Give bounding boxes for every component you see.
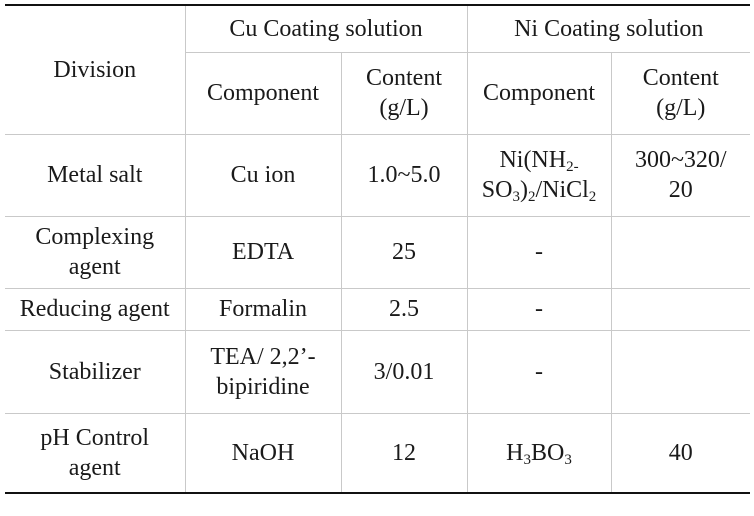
ni-component-cell: H3BO3 [466,413,612,494]
cu-component-text: NaOH [231,439,295,466]
division-text: agent [68,254,121,280]
division-text: pH Control [40,424,150,451]
division-text: Stabilizer [48,358,141,385]
coating-solution-table: Division Cu Coating solution Ni Coating … [5,4,751,494]
header-ni-coating-solution: Ni Coating solution [466,4,751,53]
formula-subscript: 3 [564,451,572,468]
header-content-label: Content [366,65,442,91]
formula-part: ) [519,177,528,203]
division-text: Reducing agent [19,296,170,322]
ni-component-cell: - [466,288,612,331]
cu-content-cell: 3/0.01 [340,330,468,414]
ni-salt-formula-line2: SO3)2/NiCl2 [470,175,609,205]
division-text: agent [68,454,121,481]
formula-part: /NiCl [535,177,589,203]
ni-component-cell: Ni(NH2- SO3)2/NiCl2 [466,134,612,217]
cu-component-text: TEA/ 2,2’- [210,343,316,370]
formula-part: SO [481,177,513,203]
ni-content-text: 300~320/ [634,147,727,173]
header-cu-content: Content (g/L) [340,52,468,135]
cu-component-cell: EDTA [184,216,341,289]
ni-content-cell: 300~320/ 20 [610,134,751,217]
division-text: Metal salt [47,162,143,188]
formula-part: BO [531,439,565,466]
cu-component-cell: TEA/ 2,2’- bipiridine [184,330,341,414]
header-content-unit: (g/L) [656,95,706,121]
cu-content-cell: 2.5 [340,288,468,331]
cu-component-text: bipiridine [216,373,310,400]
header-content-label: Content [642,65,719,91]
table-row-ph-control-agent: pH Control agent NaOH 12 H3BO3 40 [5,413,751,494]
cu-component-text: Formalin [219,296,307,322]
formula-subscript: 2 [588,189,597,205]
division-cell: Metal salt [5,134,185,217]
ni-salt-formula-line1: Ni(NH2- [470,145,609,175]
division-cell: Reducing agent [5,288,185,331]
cu-content-cell: 25 [340,216,468,289]
division-cell: Stabilizer [5,330,185,414]
ni-content-cell [610,288,751,331]
header-cu-coating-solution: Cu Coating solution [184,4,468,53]
header-row-columns: Component Content (g/L) Component Conten… [5,52,751,135]
ni-component-cell: - [466,330,612,414]
ni-component-cell: - [466,216,612,289]
ni-content-text: 20 [668,177,693,203]
division-text: Complexing [35,224,155,250]
table-row-metal-salt: Metal salt Cu ion 1.0~5.0 Ni(NH2- SO3)2/… [5,134,751,217]
header-ni-component: Component [466,52,612,135]
cu-component-cell: Formalin [184,288,341,331]
table-row-complexing-agent: Complexing agent EDTA 25 - [5,216,751,289]
header-cu-component: Component [184,52,341,135]
formula-subscript: 2 [527,189,536,205]
header-ni-content: Content (g/L) [610,52,751,135]
header-division: Division [5,4,185,135]
formula-subscript: 3 [512,189,520,205]
ni-content-cell: 40 [610,413,751,494]
table-row-reducing-agent: Reducing agent Formalin 2.5 - [5,288,751,331]
division-cell: pH Control agent [5,413,185,494]
formula-part: H [506,439,524,466]
formula-part: Ni(NH [499,147,567,173]
cu-content-cell: 1.0~5.0 [340,134,468,217]
division-cell: Complexing agent [5,216,185,289]
ni-content-cell [610,216,751,289]
header-content-unit: (g/L) [379,95,429,121]
cu-content-cell: 12 [340,413,468,494]
formula-subscript: 3 [523,451,532,468]
header-row-groups: Division Cu Coating solution Ni Coating … [5,4,751,135]
boric-acid-formula: H3BO3 [506,439,572,468]
formula-subscript: 2- [566,159,579,175]
cu-component-cell: NaOH [184,413,341,494]
cu-component-cell: Cu ion [184,134,341,217]
ni-content-cell [610,330,751,414]
cu-component-text: EDTA [231,239,295,265]
cu-component-text: Cu ion [230,162,296,188]
ni-content-text: 40 [668,439,693,466]
table-row-stabilizer: Stabilizer TEA/ 2,2’- bipiridine 3/0.01 … [5,330,751,414]
